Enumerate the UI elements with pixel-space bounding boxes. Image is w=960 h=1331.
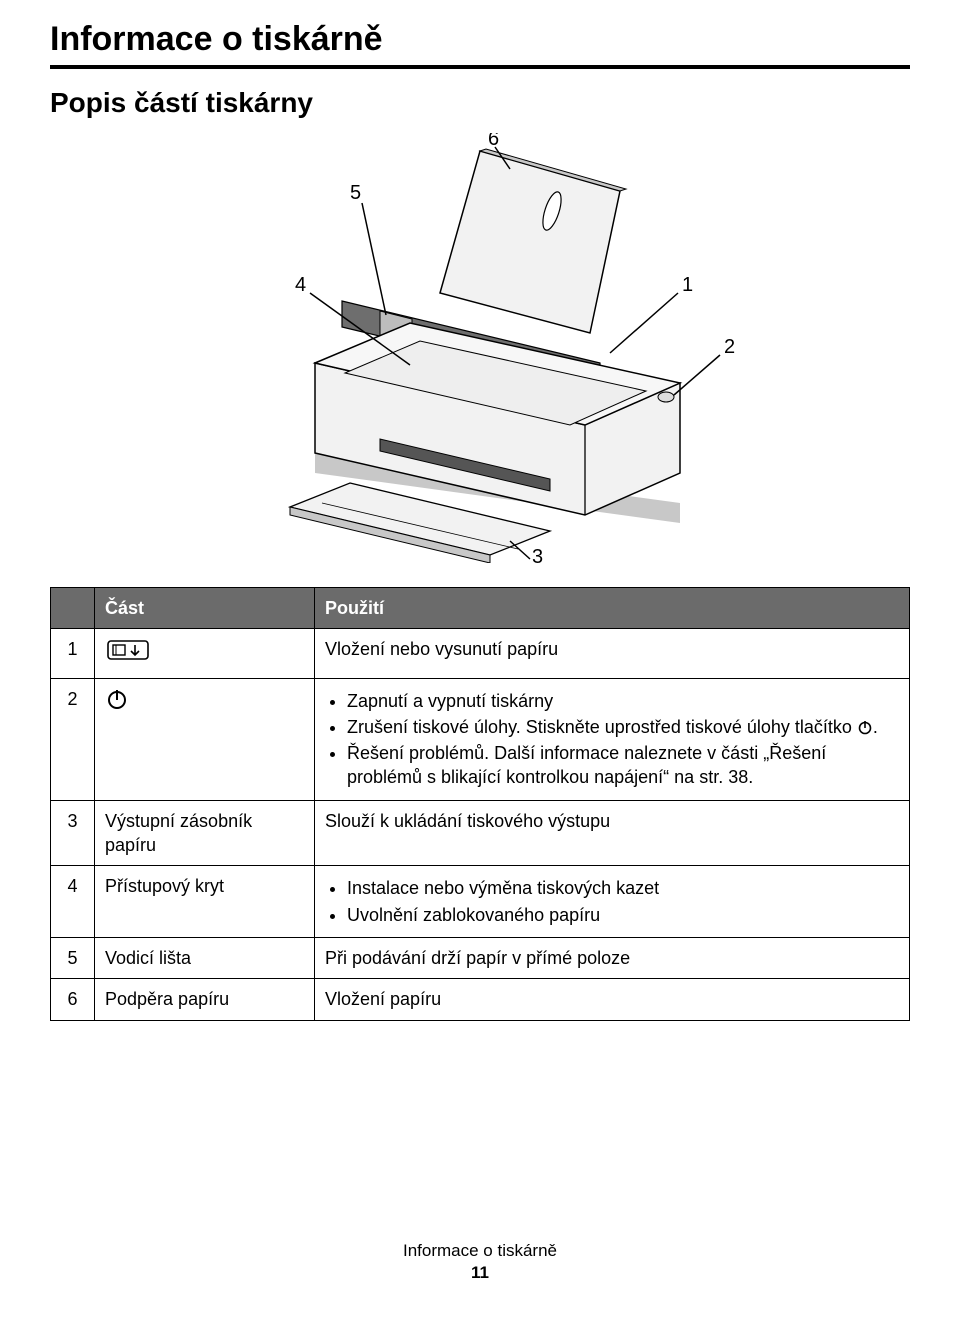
page-title: Informace o tiskárně	[50, 20, 910, 59]
part-cell: Vodicí lišta	[95, 937, 315, 978]
table-row: 2 Zapnutí a vypnutí tiskárny Zrušení tis…	[51, 678, 910, 800]
callout-5: 5	[350, 182, 361, 204]
callout-3: 3	[532, 546, 543, 563]
row-num: 6	[51, 979, 95, 1020]
part-cell: Přístupový kryt	[95, 866, 315, 938]
callout-2: 2	[724, 336, 735, 358]
part-cell: Výstupní zásobník papíru	[95, 800, 315, 866]
power-icon	[105, 687, 129, 711]
row-num: 2	[51, 678, 95, 800]
row-num: 5	[51, 937, 95, 978]
title-rule	[50, 65, 910, 69]
row-num: 4	[51, 866, 95, 938]
table-row: 5 Vodicí lišta Při podávání drží papír v…	[51, 937, 910, 978]
use-cell: Při podávání drží papír v přímé poloze	[315, 937, 910, 978]
printer-diagram: 6 5 4 1	[180, 133, 780, 563]
page-footer: Informace o tiskárně 11	[50, 1241, 910, 1283]
table-row: 3 Výstupní zásobník papíru Slouží k uklá…	[51, 800, 910, 866]
use-cell: Zapnutí a vypnutí tiskárny Zrušení tisko…	[315, 678, 910, 800]
paper-guide-icon	[105, 637, 151, 663]
use-cell: Instalace nebo výměna tiskových kazet Uv…	[315, 866, 910, 938]
callout-4: 4	[295, 274, 306, 296]
table-row: 4 Přístupový kryt Instalace nebo výměna …	[51, 866, 910, 938]
use-cell: Vložení papíru	[315, 979, 910, 1020]
bullet-item: Zapnutí a vypnutí tiskárny	[347, 689, 899, 713]
parts-table: Část Použití 1 Vložení nebo vysunutí pap…	[50, 587, 910, 1021]
callout-6: 6	[488, 133, 499, 150]
th-part: Část	[95, 588, 315, 629]
row-num: 3	[51, 800, 95, 866]
printer-diagram-container: 6 5 4 1	[50, 133, 910, 563]
bullet-item: Uvolnění zablokovaného papíru	[347, 903, 899, 927]
bullet-item: Zrušení tiskové úlohy. Stiskněte uprostř…	[347, 715, 899, 739]
bullet-item: Instalace nebo výměna tiskových kazet	[347, 876, 899, 900]
bullet-item: Řešení problémů. Další informace nalezne…	[347, 741, 899, 790]
row-num: 1	[51, 629, 95, 678]
use-cell: Vložení nebo vysunutí papíru	[315, 629, 910, 678]
table-row: 6 Podpěra papíru Vložení papíru	[51, 979, 910, 1020]
footer-page-number: 11	[50, 1263, 910, 1283]
section-subtitle: Popis částí tiskárny	[50, 87, 910, 119]
part-cell	[95, 678, 315, 800]
footer-section: Informace o tiskárně	[50, 1241, 910, 1261]
part-cell	[95, 629, 315, 678]
th-blank	[51, 588, 95, 629]
bullet-text-before: Zrušení tiskové úlohy. Stiskněte uprostř…	[347, 717, 857, 737]
table-row: 1 Vložení nebo vysunutí papíru	[51, 629, 910, 678]
part-cell: Podpěra papíru	[95, 979, 315, 1020]
callout-1: 1	[682, 274, 693, 296]
bullet-text-after: .	[873, 717, 878, 737]
power-icon	[857, 719, 873, 735]
th-use: Použití	[315, 588, 910, 629]
table-header-row: Část Použití	[51, 588, 910, 629]
paper-support-shape	[440, 149, 626, 333]
use-cell: Slouží k ukládání tiskového výstupu	[315, 800, 910, 866]
